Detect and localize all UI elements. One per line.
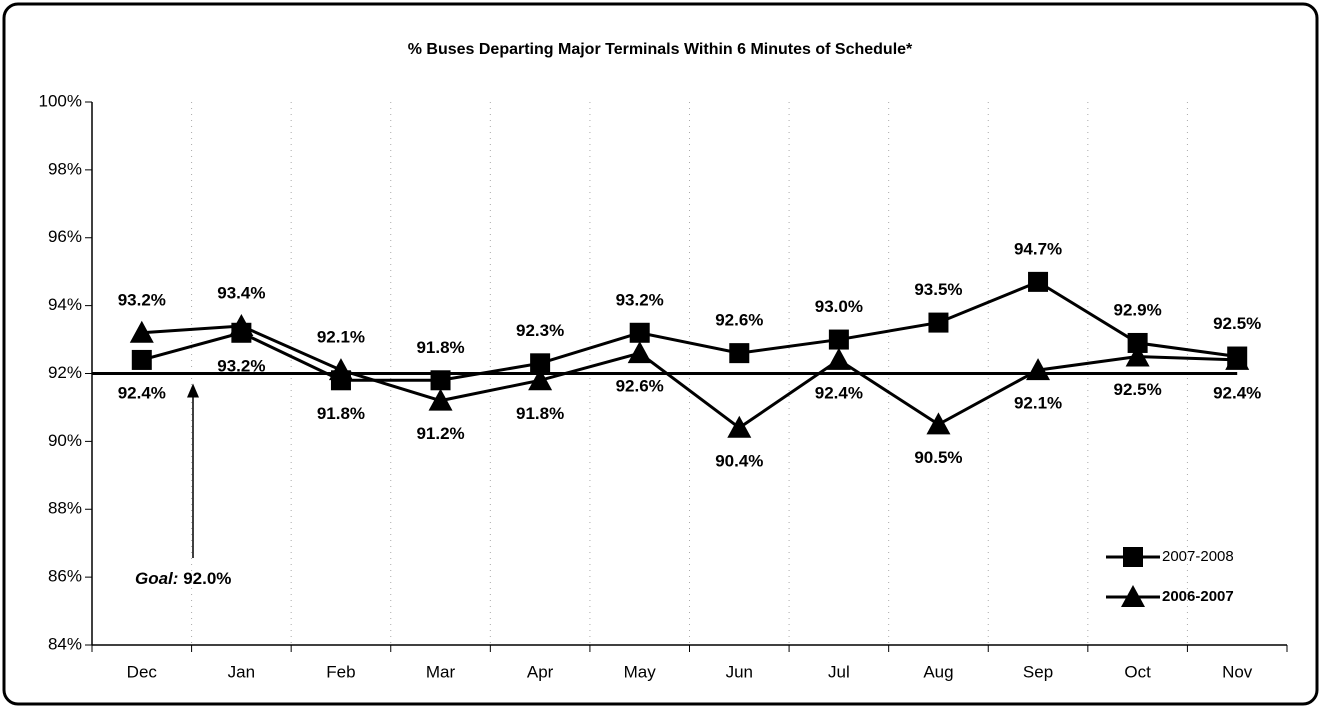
x-tick-label: Jan bbox=[228, 662, 255, 681]
data-label: 93.0% bbox=[815, 297, 863, 316]
x-tick-label: Apr bbox=[527, 662, 554, 681]
data-label: 92.6% bbox=[616, 377, 664, 396]
marker-triangle bbox=[627, 341, 652, 364]
data-label: 93.2% bbox=[616, 290, 664, 309]
marker-square bbox=[729, 343, 750, 364]
goal-value-label: 92.0% bbox=[183, 569, 231, 588]
y-tick-label: 88% bbox=[48, 499, 82, 518]
y-tick-label: 100% bbox=[39, 91, 82, 110]
series-line bbox=[141, 324, 1238, 430]
marker-triangle bbox=[826, 347, 851, 370]
marker-triangle bbox=[1026, 358, 1051, 381]
data-label: 93.5% bbox=[914, 280, 962, 299]
series-line bbox=[141, 280, 1238, 382]
marker-square bbox=[928, 312, 949, 333]
y-tick-label: 98% bbox=[48, 159, 82, 178]
marker-square bbox=[1028, 271, 1049, 292]
data-label: 92.3% bbox=[516, 321, 564, 340]
x-tick-label: Aug bbox=[923, 662, 953, 681]
x-tick-label: Jun bbox=[726, 662, 753, 681]
x-tick-label: Mar bbox=[426, 662, 456, 681]
marker-square bbox=[530, 353, 551, 374]
x-tick-label: Jul bbox=[828, 662, 850, 681]
marker-triangle bbox=[1121, 585, 1145, 607]
marker-triangle bbox=[1125, 344, 1150, 367]
data-label: 91.8% bbox=[317, 404, 365, 423]
data-label: 91.2% bbox=[416, 424, 464, 443]
marker-square bbox=[828, 329, 849, 350]
chart-title: % Buses Departing Major Terminals Within… bbox=[408, 41, 913, 58]
data-label: 90.4% bbox=[715, 451, 763, 470]
marker-triangle bbox=[1225, 347, 1250, 370]
data-label: 92.1% bbox=[317, 328, 365, 347]
x-tick-label: Oct bbox=[1124, 662, 1151, 681]
marker-triangle bbox=[129, 320, 154, 343]
data-label: 92.6% bbox=[715, 311, 763, 330]
data-label: 93.2% bbox=[118, 290, 166, 309]
data-label: 92.5% bbox=[1213, 314, 1261, 333]
marker-triangle bbox=[727, 415, 752, 438]
marker-square bbox=[1123, 547, 1143, 567]
data-label: 92.9% bbox=[1114, 300, 1162, 319]
data-label: 91.8% bbox=[516, 404, 564, 423]
marker-square bbox=[131, 349, 152, 370]
y-tick-label: 86% bbox=[48, 567, 82, 586]
marker-triangle bbox=[528, 368, 553, 391]
x-tick-label: May bbox=[624, 662, 657, 681]
goal-arrowhead bbox=[187, 383, 199, 398]
data-label: 92.4% bbox=[118, 383, 166, 402]
marker-triangle bbox=[428, 388, 453, 411]
marker-triangle bbox=[229, 313, 254, 336]
marker-square bbox=[629, 322, 650, 343]
legend-label: 2006-2007 bbox=[1162, 588, 1234, 605]
data-label: 92.4% bbox=[1213, 383, 1261, 402]
y-tick-label: 90% bbox=[48, 431, 82, 450]
marker-triangle bbox=[328, 358, 353, 381]
x-tick-label: Nov bbox=[1222, 662, 1253, 681]
y-tick-label: 92% bbox=[48, 363, 82, 382]
data-label: 92.1% bbox=[1014, 394, 1062, 413]
data-label: 94.7% bbox=[1014, 239, 1062, 258]
data-label: 92.5% bbox=[1114, 380, 1162, 399]
y-tick-label: 84% bbox=[48, 634, 82, 653]
data-label: 93.2% bbox=[217, 356, 265, 375]
data-label: 90.5% bbox=[914, 448, 962, 467]
marker-triangle bbox=[926, 412, 951, 435]
x-tick-label: Dec bbox=[127, 662, 158, 681]
x-tick-label: Sep bbox=[1023, 662, 1053, 681]
x-tick-label: Feb bbox=[326, 662, 355, 681]
data-label: 91.8% bbox=[416, 338, 464, 357]
marker-square bbox=[1127, 332, 1148, 353]
goal-label: Goal: bbox=[135, 569, 178, 588]
marker-square bbox=[430, 370, 451, 391]
y-tick-label: 94% bbox=[48, 295, 82, 314]
goal-annotation: Goal: 92.0% bbox=[135, 569, 231, 588]
legend-label: 2007-2008 bbox=[1162, 548, 1234, 565]
data-label: 92.4% bbox=[815, 383, 863, 402]
data-label: 93.4% bbox=[217, 283, 265, 302]
y-tick-label: 96% bbox=[48, 227, 82, 246]
